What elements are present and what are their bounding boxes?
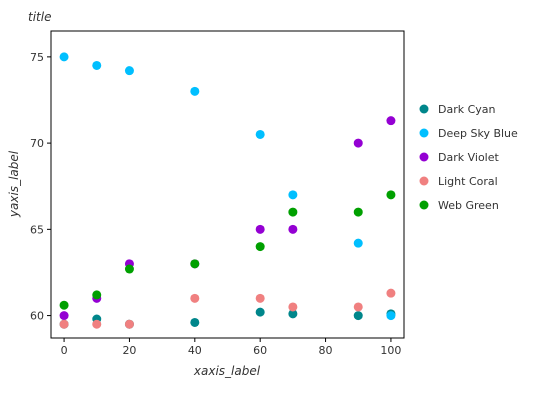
dark-cyan-point xyxy=(288,309,298,319)
plot-frame xyxy=(50,30,405,339)
deep-sky-blue-point xyxy=(288,190,298,200)
y-axis: 60 65 70 75 xyxy=(30,51,51,323)
x-tick-label: 80 xyxy=(319,344,333,357)
light-coral-point xyxy=(190,293,200,303)
web-green-point xyxy=(353,207,363,217)
web-green-point xyxy=(190,259,200,269)
light-coral-point xyxy=(92,319,102,329)
legend-swatch-dark-violet xyxy=(419,152,429,162)
legend-label-deep-sky-blue: Deep Sky Blue xyxy=(438,127,518,140)
deep-sky-blue-point xyxy=(255,129,265,139)
legend-swatch-light-coral xyxy=(419,176,429,186)
dark-cyan-point xyxy=(353,311,363,321)
deep-sky-blue-point xyxy=(353,238,363,248)
x-tick-label: 100 xyxy=(380,344,401,357)
deep-sky-blue-point xyxy=(92,60,102,70)
legend: Dark Cyan Deep Sky Blue Dark Violet Light C… xyxy=(419,103,518,212)
legend-swatch-web-green xyxy=(419,200,429,210)
chart-title: title xyxy=(28,10,51,24)
x-tick-label: 60 xyxy=(253,344,267,357)
deep-sky-blue-point xyxy=(124,66,134,76)
web-green-point xyxy=(92,290,102,300)
deep-sky-blue-point xyxy=(59,52,69,62)
x-tick-label: 40 xyxy=(188,344,202,357)
dark-violet-point xyxy=(386,116,396,126)
legend-label-dark-cyan: Dark Cyan xyxy=(438,103,496,116)
light-coral-point xyxy=(255,293,265,303)
legend-swatch-deep-sky-blue xyxy=(419,128,429,138)
y-tick-label: 70 xyxy=(30,137,44,150)
legend-label-dark-violet: Dark Violet xyxy=(438,151,499,164)
x-axis: 0 20 40 60 80 100 xyxy=(61,338,401,357)
y-axis-title: yaxis_label xyxy=(7,150,21,218)
web-green-point xyxy=(386,190,396,200)
dark-cyan-point xyxy=(255,307,265,317)
web-green-point xyxy=(59,300,69,310)
web-green-point xyxy=(288,207,298,217)
web-green-point xyxy=(255,242,265,252)
light-coral-point xyxy=(59,319,69,329)
dark-violet-point xyxy=(353,138,363,148)
dark-violet-point xyxy=(255,224,265,234)
legend-label-light-coral: Light Coral xyxy=(438,175,498,188)
x-tick-label: 20 xyxy=(122,344,136,357)
web-green-point xyxy=(124,264,134,274)
light-coral-point xyxy=(386,288,396,298)
light-coral-point xyxy=(353,302,363,312)
legend-swatch-dark-cyan xyxy=(419,104,429,114)
y-tick-label: 60 xyxy=(30,310,44,323)
legend-label-web-green: Web Green xyxy=(438,199,499,212)
x-axis-title: xaxis_label xyxy=(193,364,261,378)
y-tick-label: 75 xyxy=(30,51,44,64)
dark-violet-point xyxy=(288,224,298,234)
dark-cyan-point xyxy=(190,317,200,327)
light-coral-point xyxy=(124,319,134,329)
deep-sky-blue-point xyxy=(190,86,200,96)
x-tick-label: 0 xyxy=(61,344,68,357)
data-points xyxy=(59,52,396,329)
y-tick-label: 65 xyxy=(30,223,44,236)
dark-violet-point xyxy=(59,311,69,321)
deep-sky-blue-point xyxy=(386,311,396,321)
light-coral-point xyxy=(288,302,298,312)
